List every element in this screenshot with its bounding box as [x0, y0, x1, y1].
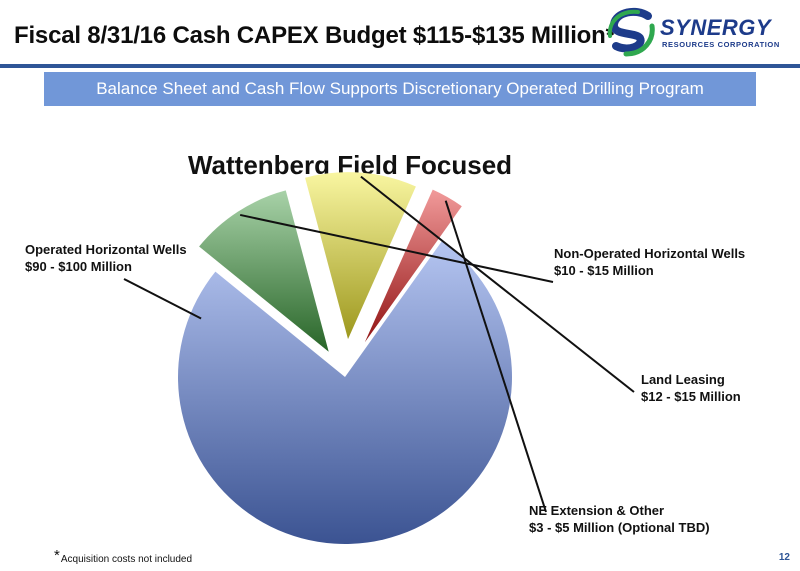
header-divider [0, 64, 800, 68]
leader-line-land-leasing [360, 175, 635, 393]
pie-slice-operated-horizontal-wells [178, 241, 513, 545]
slice-label-operated-horizontal-wells: Operated Horizontal Wells $90 - $100 Mill… [25, 241, 187, 275]
leader-line-ne-extension-other [444, 200, 547, 513]
slice-label-amount: $12 - $15 Million [641, 389, 741, 404]
slice-label-name: Land Leasing [641, 372, 725, 387]
slice-label-non-operated-horizontal-wells: Non-Operated Horizontal Wells $10 - $15 M… [554, 245, 745, 279]
footnote-text: Acquisition costs not included [60, 554, 193, 565]
synergy-swoosh-icon [607, 7, 655, 57]
slice-label-amount: $3 - $5 Million (Optional TBD) [529, 520, 710, 535]
slice-label-ne-extension-other: NE Extension & Other $3 - $5 Million (Opt… [529, 502, 710, 536]
pie-slice-non-operated-horizontal-wells [199, 190, 329, 352]
pie-slice-ne-extension-other [364, 189, 462, 343]
subtitle-banner: Balance Sheet and Cash Flow Supports Dis… [44, 72, 756, 106]
slice-label-name: Operated Horizontal Wells [25, 242, 187, 257]
slice-label-name: NE Extension & Other [529, 503, 665, 518]
logo-wordmark: SYNERGY [660, 15, 772, 40]
leader-line-operated-horizontal-wells [123, 278, 202, 320]
slice-label-amount: $10 - $15 Million [554, 263, 654, 278]
company-logo: SYNERGY RESOURCES CORPORATION [606, 6, 794, 60]
page-number: 12 [778, 552, 790, 563]
footnote-star: * [54, 547, 60, 564]
slice-label-name: Non-Operated Horizontal Wells [554, 246, 746, 261]
logo-subtitle: RESOURCES CORPORATION [662, 40, 780, 49]
pie-slice-land-leasing [305, 172, 416, 340]
leader-line-non-operated-horizontal-wells [239, 213, 554, 283]
footnote: *Acquisition costs not included [54, 547, 192, 565]
slice-label-land-leasing: Land Leasing $12 - $15 Million [641, 371, 741, 405]
slice-label-amount: $90 - $100 Million [25, 259, 132, 274]
slide-title: Fiscal 8/31/16 Cash CAPEX Budget $115-$1… [14, 22, 615, 49]
